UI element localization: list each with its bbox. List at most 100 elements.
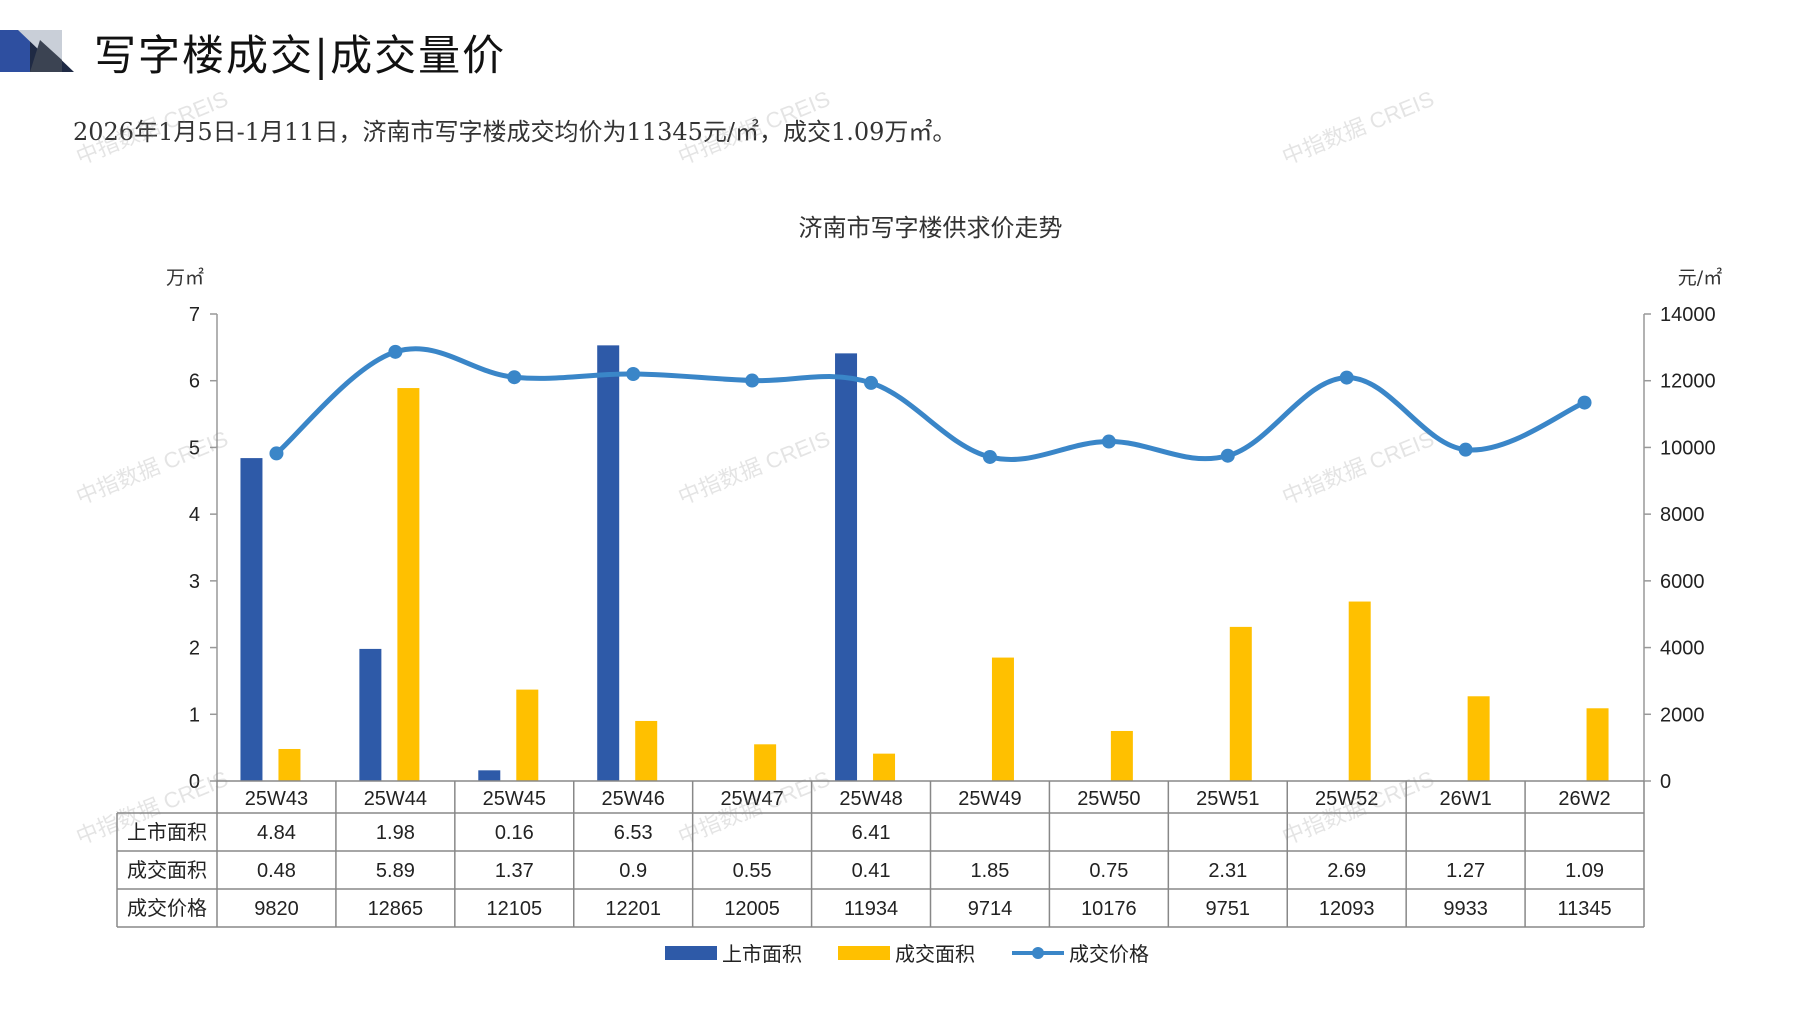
price-point-25W44 (388, 344, 403, 359)
data-label: 9714 (968, 898, 1013, 920)
bar-deal-area-26W1 (1467, 696, 1490, 781)
x-tick-label: 25W48 (839, 788, 902, 810)
data-label: 12093 (1319, 898, 1375, 920)
legend-label: 上市面积 (722, 942, 802, 966)
data-label: 1.37 (495, 860, 534, 882)
x-tick-label: 25W47 (720, 788, 783, 810)
data-label: 11934 (844, 898, 898, 920)
watermark-text: 中指数据 CREIS (675, 766, 834, 850)
bar-deal-area-25W52 (1348, 601, 1371, 781)
data-label: 12865 (368, 898, 424, 920)
y-left-tick-label: 7 (189, 304, 200, 326)
bar-deal-area-25W48 (873, 753, 896, 781)
price-point-25W46 (626, 367, 641, 382)
legend-swatch-1 (838, 946, 890, 960)
y-left-tick-label: 5 (189, 437, 200, 459)
data-label: 12201 (605, 898, 661, 920)
bar-deal-area-25W50 (1110, 730, 1133, 781)
data-label: 2.31 (1208, 860, 1247, 882)
x-tick-label: 25W45 (483, 788, 546, 810)
bar-deal-area-25W45 (516, 689, 539, 781)
price-point-25W50 (1101, 434, 1116, 449)
price-point-25W52 (1339, 370, 1354, 385)
watermark: 中指数据 CREIS (675, 426, 834, 510)
y-left-tick-label: 6 (189, 371, 200, 393)
y-left-tick-label: 2 (189, 638, 200, 660)
watermark: 中指数据 CREIS (73, 86, 232, 170)
data-label: 1.27 (1446, 860, 1485, 882)
price-point-26W1 (1458, 442, 1473, 457)
watermark: 中指数据 CREIS (1279, 426, 1438, 510)
table-row-header: 上市面积 (127, 820, 207, 844)
x-tick-label: 25W52 (1315, 788, 1378, 810)
data-label: 1.85 (970, 860, 1009, 882)
chart-title: 济南市写字楼供求价走势 (799, 214, 1063, 242)
legend-marker (1032, 947, 1044, 959)
watermark-text: 中指数据 CREIS (675, 86, 834, 170)
bar-supply-25W43 (240, 458, 263, 781)
price-point-25W47 (745, 373, 760, 388)
y-right-tick-label: 2000 (1660, 704, 1705, 726)
x-tick-label: 26W2 (1558, 788, 1610, 810)
y-left-tick-label: 4 (189, 504, 200, 526)
bar-deal-area-25W49 (991, 657, 1014, 781)
table-row-header: 成交价格 (127, 896, 207, 920)
price-point-25W48 (864, 375, 879, 390)
bar-deal-area-26W2 (1586, 708, 1609, 781)
legend-swatch-0 (665, 946, 717, 960)
data-label: 0.75 (1089, 860, 1128, 882)
bar-supply-25W46 (597, 345, 620, 781)
x-tick-label: 26W1 (1440, 788, 1492, 810)
data-label: 0.16 (495, 822, 534, 844)
data-label: 1.09 (1565, 860, 1604, 882)
data-label: 11345 (1557, 898, 1611, 920)
price-point-26W2 (1577, 395, 1592, 410)
x-tick-label: 25W44 (364, 788, 427, 810)
data-label: 10176 (1081, 898, 1137, 920)
data-label: 0.9 (619, 860, 647, 882)
x-tick-label: 25W46 (602, 788, 665, 810)
y-left-tick-label: 1 (189, 704, 200, 726)
data-label: 12005 (724, 898, 780, 920)
data-label: 9820 (254, 898, 299, 920)
bar-supply-25W48 (835, 353, 858, 781)
price-line (273, 346, 1588, 463)
table-row-header: 成交面积 (127, 858, 207, 882)
bar-deal-area-25W43 (278, 748, 301, 781)
x-tick-label: 25W51 (1196, 788, 1259, 810)
bar-supply-25W44 (359, 648, 382, 781)
data-label: 0.41 (852, 860, 891, 882)
x-tick-label: 25W43 (245, 788, 308, 810)
bar-deal-area-25W47 (754, 744, 777, 781)
data-label: 4.84 (257, 822, 296, 844)
y-right-tick-label: 0 (1660, 771, 1671, 793)
page-title: 写字楼成交|成交量价 (94, 31, 507, 80)
y-right-unit: 元/㎡ (1678, 266, 1722, 289)
watermark-text: 中指数据 CREIS (675, 426, 834, 510)
y-left-tick-label: 0 (189, 771, 200, 793)
bar-deal-area-25W46 (635, 720, 658, 781)
data-label: 2.69 (1327, 860, 1366, 882)
bar-deal-area-25W51 (1229, 626, 1252, 781)
watermark-text: 中指数据 CREIS (1279, 86, 1438, 170)
price-point-25W43 (269, 446, 284, 461)
data-label: 9933 (1443, 898, 1488, 920)
data-label: 1.98 (376, 822, 415, 844)
y-right-tick-label: 14000 (1660, 304, 1716, 326)
data-label: 0.48 (257, 860, 296, 882)
y-right-tick-label: 4000 (1660, 638, 1705, 660)
price-point-25W49 (982, 449, 997, 464)
y-right-tick-label: 12000 (1660, 371, 1716, 393)
watermark: 中指数据 CREIS (675, 86, 834, 170)
data-label: 9751 (1206, 898, 1251, 920)
watermark: 中指数据 CREIS (1279, 86, 1438, 170)
y-left-unit: 万㎡ (166, 266, 204, 289)
watermark: 中指数据 CREIS (675, 766, 834, 850)
watermark-text: 中指数据 CREIS (73, 426, 232, 510)
bar-supply-25W45 (478, 770, 501, 781)
data-label: 5.89 (376, 860, 415, 882)
legend-label: 成交面积 (895, 942, 975, 966)
data-label: 6.41 (852, 822, 891, 844)
watermark: 中指数据 CREIS (73, 426, 232, 510)
